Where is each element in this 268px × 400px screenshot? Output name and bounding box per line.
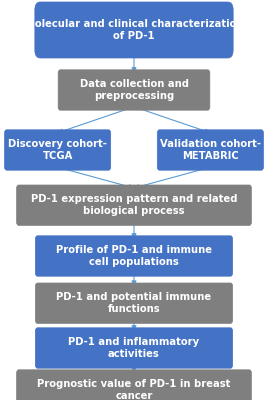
FancyBboxPatch shape xyxy=(35,328,233,368)
FancyBboxPatch shape xyxy=(17,370,251,400)
FancyBboxPatch shape xyxy=(35,236,233,276)
FancyBboxPatch shape xyxy=(5,130,111,170)
Text: PD-1 expression pattern and related
biological process: PD-1 expression pattern and related biol… xyxy=(31,194,237,216)
Text: PD-1 and potential immune
functions: PD-1 and potential immune functions xyxy=(57,292,211,314)
Text: Prognostic value of PD-1 in breast
cancer: Prognostic value of PD-1 in breast cance… xyxy=(37,379,231,400)
Text: Profile of PD-1 and immune
cell populations: Profile of PD-1 and immune cell populati… xyxy=(56,245,212,267)
Text: Molecular and clinical characterization
of PD-1: Molecular and clinical characterization … xyxy=(25,19,243,41)
FancyBboxPatch shape xyxy=(35,283,233,323)
FancyBboxPatch shape xyxy=(17,185,251,226)
FancyBboxPatch shape xyxy=(35,2,233,58)
FancyBboxPatch shape xyxy=(157,130,263,170)
FancyBboxPatch shape xyxy=(58,70,210,110)
Text: Validation cohort-
METABRIC: Validation cohort- METABRIC xyxy=(160,139,261,161)
Text: PD-1 and inflammatory
activities: PD-1 and inflammatory activities xyxy=(68,337,200,359)
Text: Data collection and
preprocessing: Data collection and preprocessing xyxy=(80,79,188,101)
Text: Discovery cohort-
TCGA: Discovery cohort- TCGA xyxy=(8,139,107,161)
